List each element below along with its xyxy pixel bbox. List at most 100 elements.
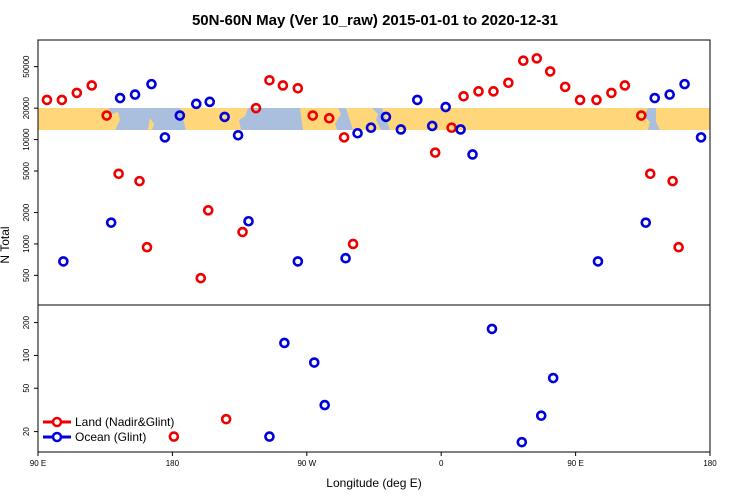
land-point [473, 86, 484, 97]
ocean-point [279, 337, 290, 349]
land-point [264, 74, 275, 86]
xtick-label: 90 E [30, 459, 46, 468]
top-ytick-label: 50000 [22, 55, 31, 78]
land-point [518, 55, 529, 67]
land-point [277, 80, 289, 91]
bottom-ytick-label: 20 [22, 427, 31, 436]
ocean-point [679, 78, 690, 90]
ocean-point [232, 129, 244, 141]
land-point [323, 112, 335, 124]
top-ytick-label: 1000 [22, 234, 31, 252]
land-point [56, 94, 68, 106]
xtick-label: 180 [166, 459, 180, 468]
land-point [458, 90, 469, 102]
top-y-axis: 500 1000 2000 5000 10000 20000 50000 [22, 55, 38, 282]
top-ytick-label: 2000 [22, 203, 31, 221]
bottom-ytick-label: 100 [22, 348, 31, 362]
land-point [195, 272, 207, 284]
legend-label-land: Land (Nadir&Glint) [75, 415, 174, 429]
ocean-point [412, 94, 423, 106]
land-point [644, 168, 656, 180]
land-point [531, 53, 543, 64]
land-point [574, 94, 586, 106]
x-axis-label: Longitude (deg E) [326, 476, 421, 490]
land-point [168, 431, 180, 442]
bottom-panel-points [168, 323, 559, 448]
y-axis-label: N Total [0, 226, 12, 263]
ocean-point [105, 217, 117, 228]
ocean-point [640, 217, 652, 228]
land-point [503, 77, 514, 89]
land-point [202, 205, 214, 216]
ocean-point [308, 357, 320, 368]
xtick-label: 90 E [567, 459, 583, 468]
ocean-point [592, 256, 604, 267]
ocean-point [395, 124, 407, 135]
ocean-point [649, 92, 661, 104]
ocean-point [58, 256, 69, 267]
land-point [292, 83, 304, 94]
top-ytick-label: 5000 [22, 162, 31, 180]
land-point [237, 226, 248, 238]
land-point [673, 241, 684, 253]
legend-marker-land [51, 416, 63, 428]
land-point [488, 86, 499, 97]
chart-title: 50N-60N May (Ver 10_raw) 2015-01-01 to 2… [192, 12, 558, 29]
land-point [86, 80, 98, 91]
land-point [41, 94, 53, 106]
ocean-point [204, 96, 216, 108]
x-axis: 90 E 180 90 W 0 90 E 180 [30, 452, 717, 468]
ocean-point [319, 399, 331, 411]
ocean-point [535, 410, 547, 421]
bottom-panel-frame [37, 304, 711, 453]
ocean-point [455, 124, 466, 135]
ocean-point [340, 252, 351, 264]
land-point [220, 413, 232, 425]
land-point [71, 87, 83, 99]
top-panel-points [41, 53, 707, 284]
ocean-point [352, 127, 363, 139]
ocean-point [292, 256, 304, 267]
land-point [113, 168, 124, 180]
ocean-point [380, 111, 392, 123]
land-point [250, 102, 262, 114]
land-point [636, 110, 647, 121]
ocean-point [547, 372, 559, 384]
xtick-label: 90 W [297, 459, 316, 468]
ocean-point [190, 98, 202, 110]
top-ytick-label: 20000 [22, 96, 31, 119]
ocean-point [159, 132, 171, 143]
land-point [559, 81, 571, 93]
land-point [307, 110, 319, 121]
land-point [101, 110, 112, 121]
land-point [591, 94, 602, 106]
ocean-point [440, 101, 451, 113]
ocean-point [243, 215, 254, 227]
land-point [619, 80, 631, 91]
bottom-ytick-label: 50 [22, 383, 31, 392]
land-point [544, 66, 556, 77]
land-point [606, 87, 617, 99]
top-panel-frame [37, 39, 711, 306]
land-point [134, 175, 145, 187]
ocean-point [426, 120, 438, 132]
ocean-point [486, 323, 498, 335]
world-map-band [38, 108, 710, 130]
bottom-y-axis: 20 50 100 200 [22, 315, 38, 436]
ocean-point [695, 132, 707, 143]
xtick-label: 0 [439, 459, 444, 468]
ocean-point [365, 122, 377, 133]
ocean-point [129, 89, 141, 100]
ocean-point [114, 92, 126, 104]
legend-marker-ocean [51, 431, 63, 443]
ocean-point [467, 149, 478, 160]
map-band-land [38, 108, 710, 130]
land-point [338, 132, 350, 143]
xtick-label: 180 [703, 459, 717, 468]
land-point [667, 175, 678, 187]
ocean-point [516, 436, 528, 448]
top-ytick-label: 500 [22, 268, 31, 282]
legend-label-ocean: Ocean (Glint) [75, 430, 146, 444]
